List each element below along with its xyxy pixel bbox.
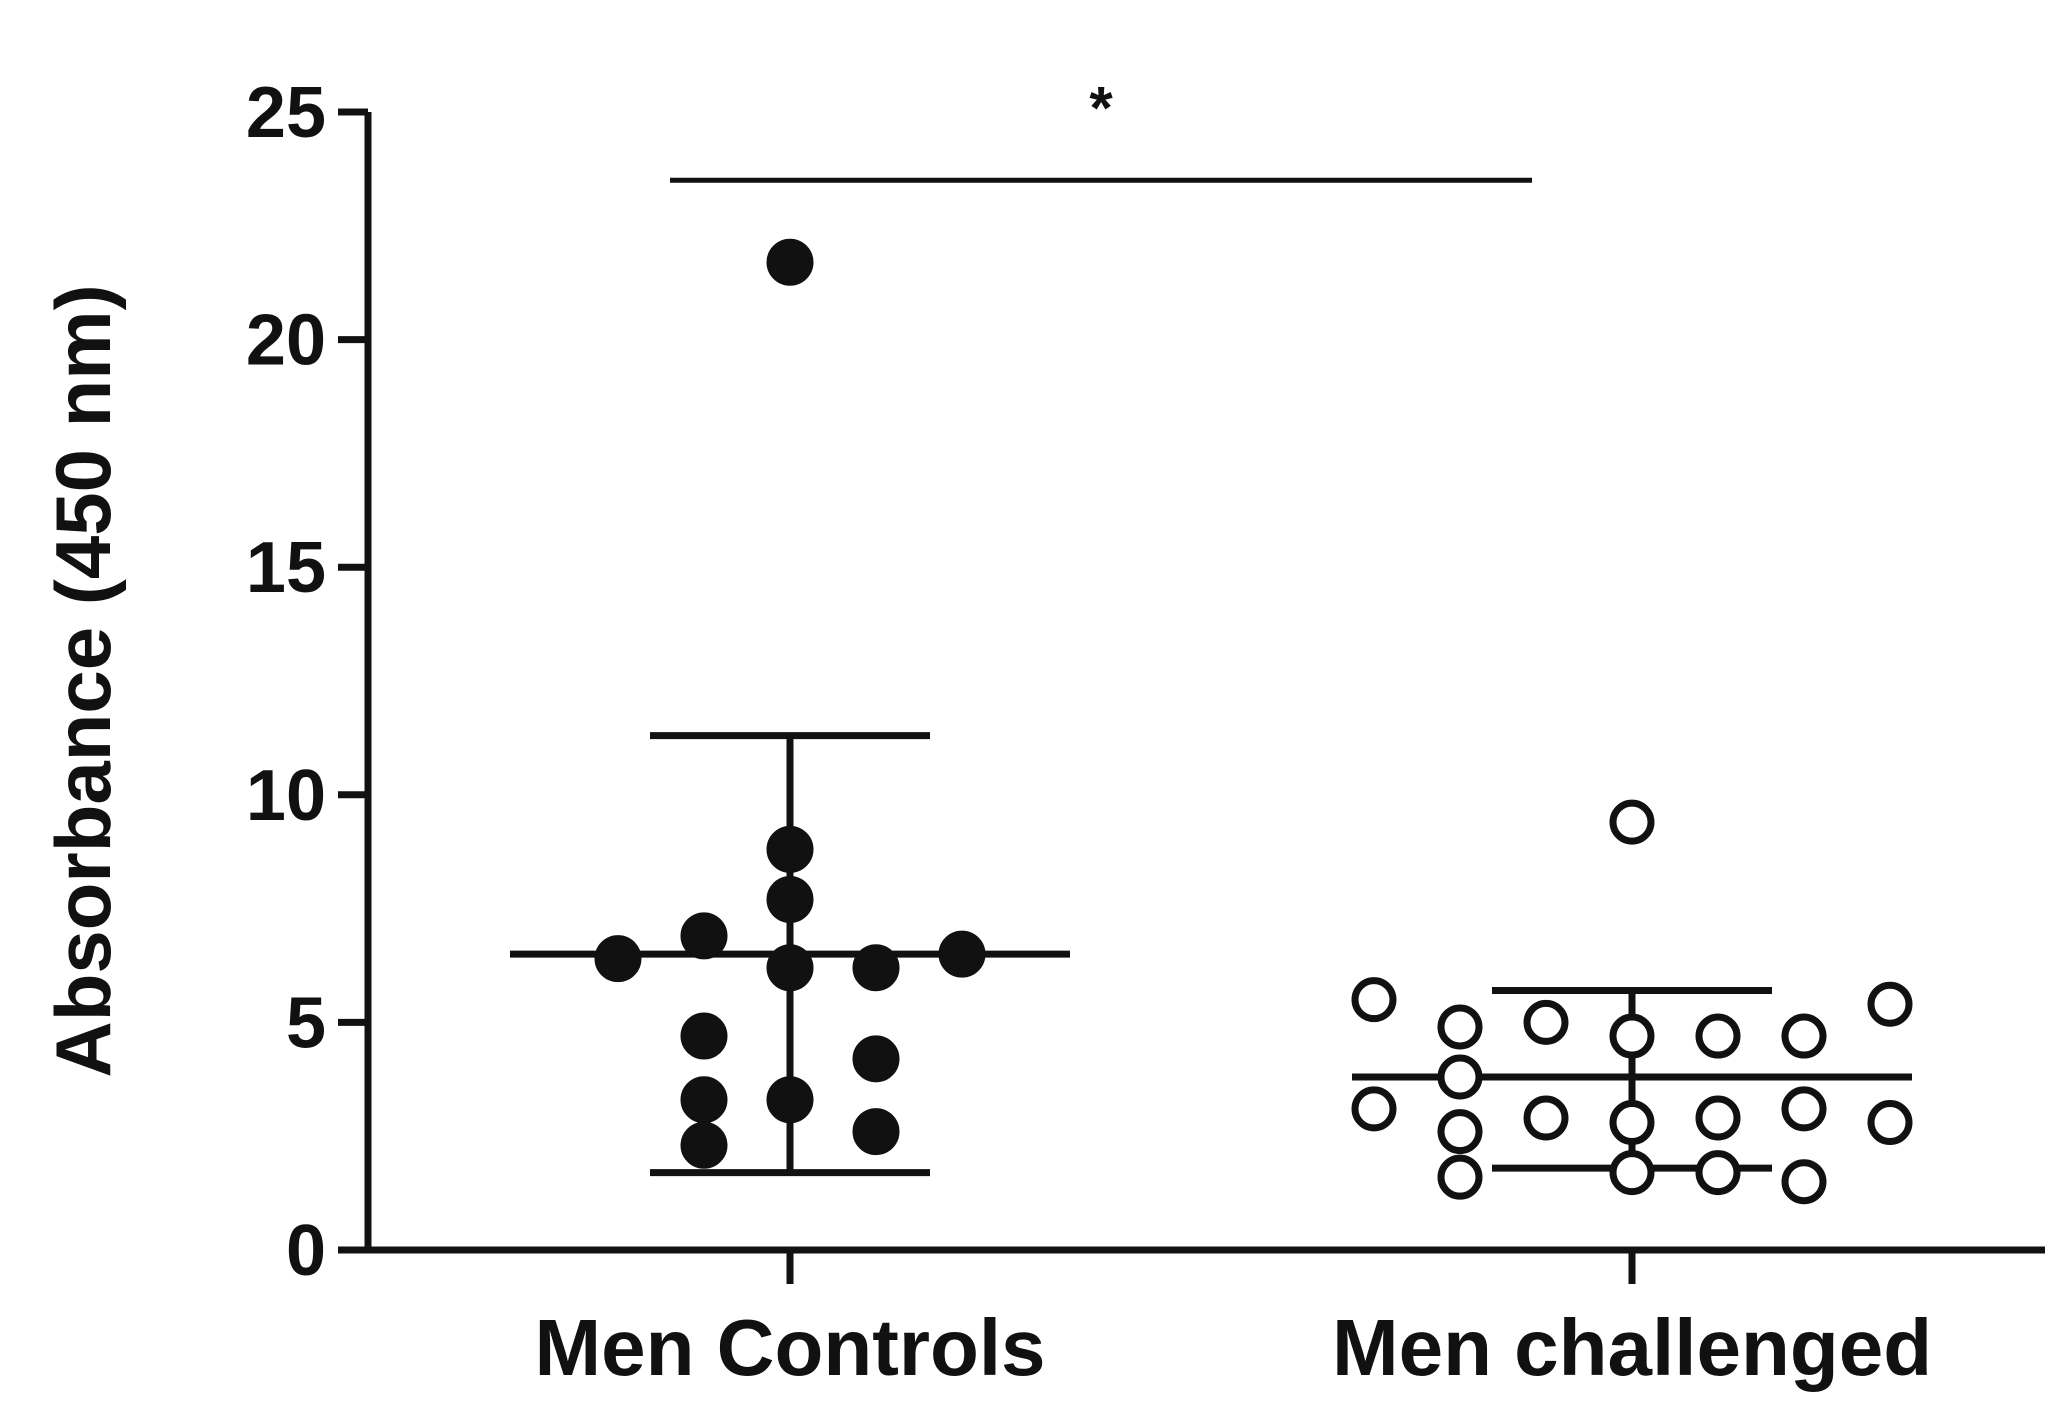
data-points [594,238,1913,1205]
data-point-open [1523,1095,1569,1141]
data-point-filled [594,935,642,983]
data-point-open [1781,1086,1827,1132]
x-category-label: Men challenged [1332,1303,1932,1392]
data-point-filled [680,1076,728,1124]
y-tick-label: 20 [246,301,326,381]
data-point-open [1781,1013,1827,1059]
y-axis-ticks: 0 5 10 15 20 25 [246,73,368,1291]
data-point-open [1695,1013,1741,1059]
y-tick-label: 0 [286,1211,326,1291]
y-tick-label: 25 [246,73,326,153]
data-point-open [1609,799,1655,845]
data-point-filled [852,944,900,992]
data-point-filled [680,912,728,960]
data-point-open [1695,1095,1741,1141]
data-point-open [1351,977,1397,1023]
data-point-open [1609,1100,1655,1146]
data-point-filled [680,1012,728,1060]
data-point-open [1523,999,1569,1045]
data-point-filled [680,1121,728,1169]
data-point-open [1609,1150,1655,1196]
data-point-open [1437,1154,1483,1200]
data-point-filled [766,875,814,923]
data-point-open [1695,1150,1741,1196]
data-point-filled [852,1108,900,1156]
data-point-open [1867,981,1913,1027]
data-point-open [1351,1086,1397,1132]
data-point-filled [852,1035,900,1083]
data-point-open [1609,1013,1655,1059]
x-category-label: Men Controls [534,1303,1045,1392]
data-point-filled [766,1076,814,1124]
x-axis-ticks: Men Controls Men challenged [534,1250,1932,1392]
data-point-open [1437,1004,1483,1050]
data-point-filled [766,825,814,873]
significance-star: * [1089,74,1113,141]
data-point-filled [766,944,814,992]
y-tick-label: 15 [246,528,326,608]
data-point-open [1867,1100,1913,1146]
data-point-open [1437,1054,1483,1100]
y-tick-label: 5 [286,983,326,1063]
data-point-open [1437,1109,1483,1155]
y-axis-title: Absorbance (450 nm) [39,284,127,1077]
data-point-open [1781,1159,1827,1205]
data-point-filled [766,238,814,286]
significance-annotation: * [670,74,1532,183]
y-tick-label: 10 [246,756,326,836]
data-point-filled [938,930,986,978]
